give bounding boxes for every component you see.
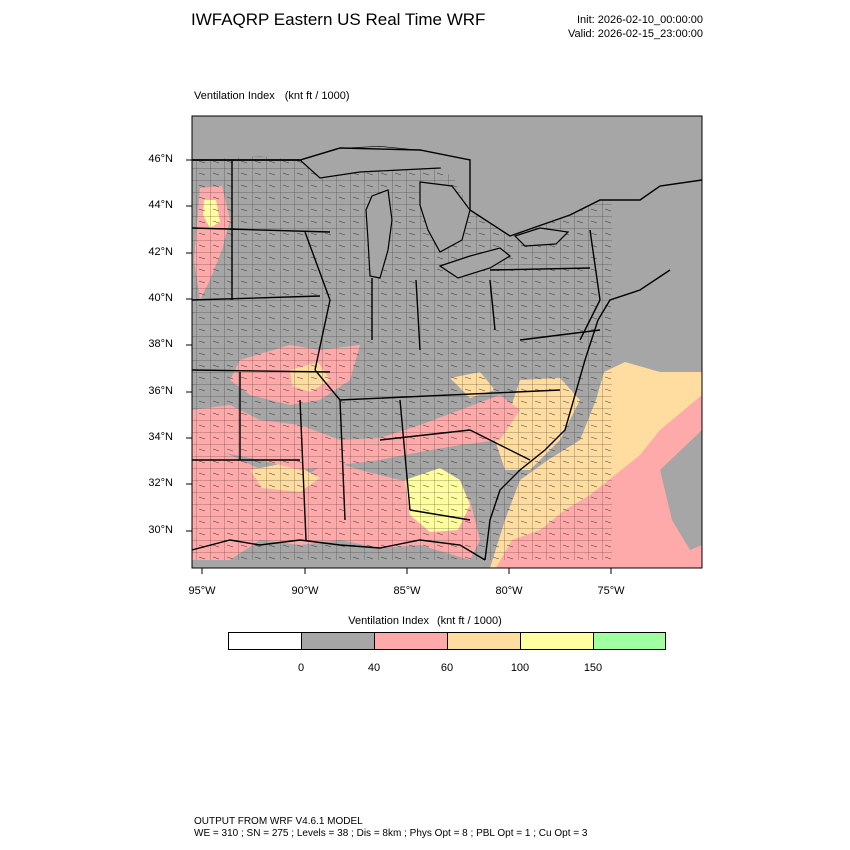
lat-ticks [186, 159, 192, 532]
colorbar-tick: 150 [583, 662, 603, 674]
colorbar-field-name: Ventilation Index [348, 615, 429, 627]
colorbar-bin [301, 632, 375, 650]
colorbar-title: Ventilation Index (knt ft / 1000) [0, 615, 850, 627]
lon-label: 90°W [291, 585, 319, 597]
colorbar-bin [447, 632, 521, 650]
lake-huron [419, 181, 471, 253]
field-label: Ventilation Index (knt ft / 1000) [194, 90, 350, 102]
field-name: Ventilation Index [194, 90, 275, 102]
lon-label: 85°W [393, 585, 421, 597]
lat-label: 44°N [148, 199, 173, 211]
colorbar-units: (knt ft / 1000) [436, 615, 502, 627]
init-time: Init: 2026-02-10_00:00:00 [577, 14, 703, 26]
lat-label: 42°N [148, 246, 173, 258]
atlantic-gray-patch [660, 430, 702, 550]
lat-label: 36°N [148, 385, 173, 397]
lon-label: 95°W [188, 585, 216, 597]
lat-label: 38°N [148, 338, 173, 350]
lat-label: 30°N [148, 524, 173, 536]
lake-michigan [365, 189, 393, 279]
lake-erie [438, 247, 512, 279]
time-info: Init: 2026-02-10_00:00:00 Valid: 2026-02… [568, 13, 703, 41]
east-coastline [484, 269, 671, 561]
lat-label: 34°N [148, 431, 173, 443]
colorbar-bin [228, 632, 302, 650]
colorbar-bin [374, 632, 448, 650]
field-units: (knt ft / 1000) [284, 90, 350, 102]
lon-label: 75°W [597, 585, 625, 597]
lon-ticks [201, 568, 612, 574]
colorbar-tick: 100 [510, 662, 530, 674]
colorbar-bin [593, 632, 666, 650]
model-config: WE = 310 ; SN = 275 ; Levels = 38 ; Dis … [194, 828, 588, 839]
lake-ontario [513, 227, 570, 247]
lat-label: 46°N [148, 153, 173, 165]
map-frame [191, 115, 703, 569]
plot-title: IWFAQRP Eastern US Real Time WRF [191, 10, 486, 29]
gulf-coastline [192, 539, 486, 561]
canada-border [192, 147, 702, 237]
valid-time: Valid: 2026-02-15_23:00:00 [568, 28, 703, 40]
colorbar-bin [520, 632, 594, 650]
model-info: OUTPUT FROM WRF V4.6.1 MODEL WE = 310 ; … [194, 816, 587, 840]
canada-region [192, 116, 702, 236]
lat-label: 32°N [148, 477, 173, 489]
lon-label: 80°W [495, 585, 523, 597]
colorbar-tick: 60 [440, 662, 454, 674]
lat-label: 40°N [148, 292, 173, 304]
colorbar-tick: 40 [367, 662, 381, 674]
colorbar-tick: 0 [297, 662, 305, 674]
model-version: OUTPUT FROM WRF V4.6.1 MODEL [194, 816, 363, 827]
